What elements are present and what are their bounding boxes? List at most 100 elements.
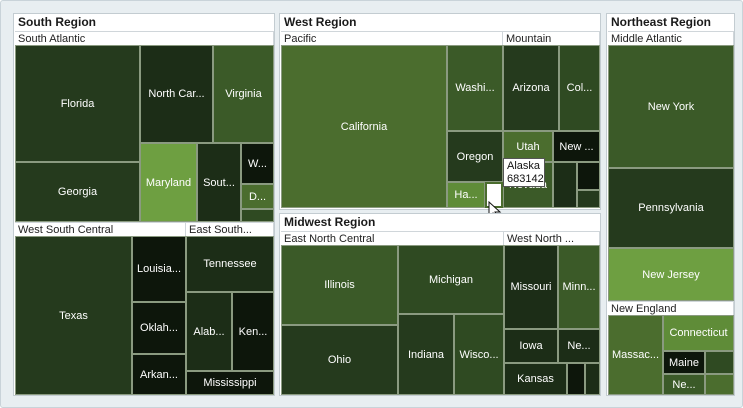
subregion-label: West South Central: [15, 222, 186, 236]
state-cell-california[interactable]: California: [281, 45, 447, 208]
state-cell-w[interactable]: W...: [241, 143, 274, 184]
state-label: Ha...: [454, 189, 478, 201]
region-title: Northeast Region: [607, 14, 734, 31]
tooltip-value: 683142: [507, 173, 544, 185]
subregion-label: East North Central: [281, 231, 504, 245]
state-cell-arizona[interactable]: Arizona: [503, 45, 559, 131]
state-cell-new-york[interactable]: New York: [608, 45, 734, 168]
state-cell-indiana[interactable]: Indiana: [398, 314, 454, 395]
state-cell-nebraska[interactable]: Ne...: [558, 329, 600, 363]
state-cell-maryland[interactable]: Maryland: [140, 143, 197, 222]
state-label: Ken...: [238, 325, 268, 338]
state-label: W...: [248, 157, 267, 170]
state-cell-oklahoma[interactable]: Oklah...: [132, 302, 186, 354]
subregion-label: South Atlantic: [15, 31, 274, 45]
state-cell-new-mexico[interactable]: New ...: [553, 131, 600, 162]
state-cell-new-hampshire[interactable]: Ne...: [663, 374, 705, 395]
state-cell-south-carolina[interactable]: Sout...: [197, 143, 241, 222]
state-cell-small[interactable]: [705, 374, 734, 395]
northeast-region-panel: Northeast Region Middle Atlantic New Yor…: [606, 13, 735, 396]
state-label: Oklah...: [140, 322, 178, 334]
state-label: Utah: [516, 140, 540, 153]
state-label: Missouri: [510, 281, 552, 293]
state-cell-iowa[interactable]: Iowa: [504, 329, 558, 363]
state-label: Col...: [566, 82, 593, 94]
west-region-panel: West Region Pacific Mountain California …: [279, 13, 601, 210]
state-cell-illinois[interactable]: Illinois: [281, 245, 398, 325]
state-label: Kansas: [517, 373, 554, 385]
state-cell-maine[interactable]: Maine: [663, 351, 705, 374]
state-label: Virginia: [225, 88, 262, 100]
state-label: Mississippi: [203, 377, 257, 389]
state-label: New ...: [559, 140, 594, 153]
state-cell-missouri[interactable]: Missouri: [504, 245, 558, 329]
state-cell-georgia[interactable]: Georgia: [15, 162, 140, 222]
state-cell-massachusetts[interactable]: Massac...: [608, 315, 663, 395]
state-cell-hawaii[interactable]: Ha...: [447, 182, 485, 208]
state-cell-arkansas[interactable]: Arkan...: [132, 354, 186, 395]
state-cell-kansas[interactable]: Kansas: [504, 363, 567, 395]
state-cell-small[interactable]: [567, 363, 585, 395]
state-label: Louisia...: [136, 263, 182, 275]
subregion-label: East South...: [186, 222, 274, 236]
state-cell-small[interactable]: [585, 363, 600, 395]
south-region-panel: South Region South Atlantic Florida Nort…: [13, 13, 275, 396]
subregion-label: Mountain: [503, 31, 600, 45]
state-cell-alabama[interactable]: Alab...: [186, 292, 232, 371]
state-cell-wisconsin[interactable]: Wisco...: [454, 314, 504, 395]
state-cell-small[interactable]: [577, 162, 600, 190]
state-label: Sout...: [203, 176, 235, 189]
state-label: D...: [248, 190, 267, 203]
state-cell-virginia[interactable]: Virginia: [213, 45, 274, 143]
state-label: Ne...: [567, 340, 591, 352]
state-label: Oregon: [456, 150, 494, 163]
state-cell-ohio[interactable]: Ohio: [281, 325, 398, 395]
state-label: Arizona: [512, 82, 550, 94]
region-title: West Region: [280, 14, 600, 31]
state-label: Texas: [59, 309, 88, 322]
midwest-region-panel: Midwest Region East North Central West N…: [279, 213, 601, 396]
state-label: Ne...: [672, 378, 696, 391]
state-label: Alab...: [193, 325, 225, 338]
state-label: Minn...: [562, 281, 596, 293]
state-label: New Jersey: [642, 268, 700, 281]
state-cell-florida[interactable]: Florida: [15, 45, 140, 162]
subregion-label: Middle Atlantic: [608, 31, 734, 45]
state-cell-mississippi[interactable]: Mississippi: [186, 371, 274, 395]
state-label: Florida: [60, 97, 95, 110]
state-cell-washington[interactable]: Washi...: [447, 45, 503, 131]
state-cell-tennessee[interactable]: Tennessee: [186, 236, 274, 292]
state-cell-small[interactable]: [241, 209, 274, 222]
state-cell-utah[interactable]: Utah: [503, 131, 553, 162]
state-cell-oregon[interactable]: Oregon: [447, 131, 503, 182]
state-label: Iowa: [519, 340, 543, 352]
state-cell-kentucky[interactable]: Ken...: [232, 292, 274, 371]
state-cell-new-jersey[interactable]: New Jersey: [608, 248, 734, 301]
state-label: Michigan: [428, 273, 474, 286]
state-label: Pennsylvania: [638, 202, 704, 214]
state-cell-michigan[interactable]: Michigan: [398, 245, 504, 314]
state-label: Wisco...: [459, 348, 499, 361]
state-cell-colorado[interactable]: Col...: [559, 45, 600, 131]
state-cell-small[interactable]: [705, 351, 734, 374]
state-label: Indiana: [407, 348, 445, 361]
state-cell-texas[interactable]: Texas: [15, 236, 132, 395]
state-cell-pennsylvania[interactable]: Pennsylvania: [608, 168, 734, 248]
state-cell-connecticut[interactable]: Connecticut: [663, 315, 734, 351]
state-label: Washi...: [455, 82, 495, 94]
state-label: Maine: [669, 356, 699, 369]
state-cell-minnesota[interactable]: Minn...: [558, 245, 600, 329]
state-label: Maryland: [145, 176, 192, 189]
state-cell-north-carolina[interactable]: North Car...: [140, 45, 213, 143]
state-label: New York: [647, 100, 695, 113]
state-label: Tennessee: [203, 258, 257, 270]
tooltip-name: Alaska: [507, 160, 541, 172]
region-title: South Region: [14, 14, 274, 31]
state-cell-d[interactable]: D...: [241, 184, 274, 209]
state-cell-louisiana[interactable]: Louisia...: [132, 236, 186, 302]
subregion-label: New England: [608, 301, 734, 315]
state-cell-small[interactable]: [577, 190, 600, 208]
tooltip: Alaska 683142: [503, 158, 545, 187]
state-cell-small[interactable]: [553, 162, 577, 208]
